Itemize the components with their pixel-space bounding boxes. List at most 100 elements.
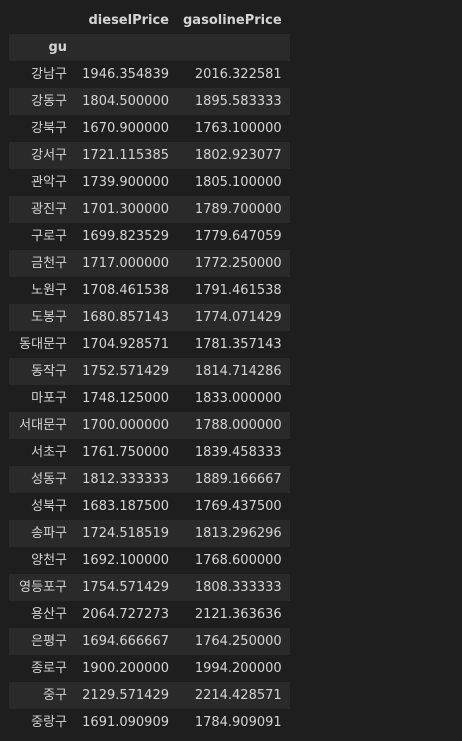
cell-dieselPrice: 1946.354839: [75, 61, 177, 88]
cell-gasolinePrice: 1764.250000: [177, 628, 290, 655]
cell-gasolinePrice: 1779.647059: [177, 223, 290, 250]
cell-gasolinePrice: 1768.600000: [177, 547, 290, 574]
row-index-label: 은평구: [9, 628, 75, 655]
table-row: 강서구 1721.115385 1802.923077: [9, 142, 290, 169]
table-row: 은평구 1694.666667 1764.250000: [9, 628, 290, 655]
cell-gasolinePrice: 1802.923077: [177, 142, 290, 169]
cell-dieselPrice: 1699.823529: [75, 223, 177, 250]
cell-dieselPrice: 1683.187500: [75, 493, 177, 520]
cell-gasolinePrice: 1839.458333: [177, 439, 290, 466]
cell-gasolinePrice: 2214.428571: [177, 682, 290, 709]
cell-gasolinePrice: 1808.333333: [177, 574, 290, 601]
table-row: 동대문구 1704.928571 1781.357143: [9, 331, 290, 358]
cell-dieselPrice: 1704.928571: [75, 331, 177, 358]
table-row: 중구 2129.571429 2214.428571: [9, 682, 290, 709]
row-index-label: 마포구: [9, 385, 75, 412]
row-index-label: 광진구: [9, 196, 75, 223]
cell-gasolinePrice: 2016.322581: [177, 61, 290, 88]
cell-dieselPrice: 1701.300000: [75, 196, 177, 223]
row-index-label: 성북구: [9, 493, 75, 520]
row-index-label: 노원구: [9, 277, 75, 304]
column-header-gasolinePrice: gasolinePrice: [177, 7, 290, 34]
cell-dieselPrice: 1717.000000: [75, 250, 177, 277]
row-index-label: 중랑구: [9, 709, 75, 736]
column-header-row: dieselPrice gasolinePrice: [9, 7, 290, 34]
index-name-blank: [177, 34, 290, 61]
row-index-label: 용산구: [9, 601, 75, 628]
table-row: 광진구 1701.300000 1789.700000: [9, 196, 290, 223]
cell-dieselPrice: 1721.115385: [75, 142, 177, 169]
row-index-label: 서초구: [9, 439, 75, 466]
table-row: 동작구 1752.571429 1814.714286: [9, 358, 290, 385]
cell-dieselPrice: 1900.200000: [75, 655, 177, 682]
cell-dieselPrice: 1680.857143: [75, 304, 177, 331]
cell-dieselPrice: 1761.750000: [75, 439, 177, 466]
row-index-label: 강서구: [9, 142, 75, 169]
table-row: 중랑구 1691.090909 1784.909091: [9, 709, 290, 736]
cell-dieselPrice: 1754.571429: [75, 574, 177, 601]
table-row: 강북구 1670.900000 1763.100000: [9, 115, 290, 142]
cell-dieselPrice: 1748.125000: [75, 385, 177, 412]
row-index-label: 금천구: [9, 250, 75, 277]
row-index-label: 영등포구: [9, 574, 75, 601]
cell-gasolinePrice: 1789.700000: [177, 196, 290, 223]
cell-gasolinePrice: 1814.714286: [177, 358, 290, 385]
row-index-label: 동작구: [9, 358, 75, 385]
table-row: 서초구 1761.750000 1839.458333: [9, 439, 290, 466]
cell-dieselPrice: 1692.100000: [75, 547, 177, 574]
row-index-label: 중구: [9, 682, 75, 709]
column-header-dieselPrice: dieselPrice: [75, 7, 177, 34]
index-name-row: gu: [9, 34, 290, 61]
cell-dieselPrice: 2064.727273: [75, 601, 177, 628]
cell-gasolinePrice: 1805.100000: [177, 169, 290, 196]
cell-gasolinePrice: 1774.071429: [177, 304, 290, 331]
cell-dieselPrice: 1694.666667: [75, 628, 177, 655]
table-row: 강동구 1804.500000 1895.583333: [9, 88, 290, 115]
table-row: 구로구 1699.823529 1779.647059: [9, 223, 290, 250]
cell-gasolinePrice: 1784.909091: [177, 709, 290, 736]
cell-dieselPrice: 1724.518519: [75, 520, 177, 547]
table-row: 강남구 1946.354839 2016.322581: [9, 61, 290, 88]
row-index-label: 구로구: [9, 223, 75, 250]
cell-dieselPrice: 1691.090909: [75, 709, 177, 736]
row-index-label: 강남구: [9, 61, 75, 88]
table-row: 영등포구 1754.571429 1808.333333: [9, 574, 290, 601]
cell-dieselPrice: 1752.571429: [75, 358, 177, 385]
cell-gasolinePrice: 1833.000000: [177, 385, 290, 412]
row-index-label: 송파구: [9, 520, 75, 547]
cell-gasolinePrice: 1895.583333: [177, 88, 290, 115]
cell-gasolinePrice: 1889.166667: [177, 466, 290, 493]
cell-gasolinePrice: 1769.437500: [177, 493, 290, 520]
dataframe-table: dieselPrice gasolinePrice gu 강남구 1946.354…: [9, 7, 290, 736]
row-index-label: 강동구: [9, 88, 75, 115]
table-row: 마포구 1748.125000 1833.000000: [9, 385, 290, 412]
cell-gasolinePrice: 1813.296296: [177, 520, 290, 547]
row-index-label: 도봉구: [9, 304, 75, 331]
row-index-label: 서대문구: [9, 412, 75, 439]
cell-dieselPrice: 1700.000000: [75, 412, 177, 439]
cell-gasolinePrice: 1788.000000: [177, 412, 290, 439]
table-body: 강남구 1946.354839 2016.322581 강동구 1804.500000 1…: [9, 61, 290, 736]
row-index-label: 동대문구: [9, 331, 75, 358]
cell-gasolinePrice: 1772.250000: [177, 250, 290, 277]
row-index-label: 강북구: [9, 115, 75, 142]
table-row: 성북구 1683.187500 1769.437500: [9, 493, 290, 520]
cell-dieselPrice: 1670.900000: [75, 115, 177, 142]
table-row: 도봉구 1680.857143 1774.071429: [9, 304, 290, 331]
row-index-label: 종로구: [9, 655, 75, 682]
table-row: 종로구 1900.200000 1994.200000: [9, 655, 290, 682]
index-name: gu: [9, 34, 75, 61]
table-row: 송파구 1724.518519 1813.296296: [9, 520, 290, 547]
index-name-blank: [75, 34, 177, 61]
cell-dieselPrice: 1812.333333: [75, 466, 177, 493]
cell-dieselPrice: 2129.571429: [75, 682, 177, 709]
row-index-label: 성동구: [9, 466, 75, 493]
table-row: 서대문구 1700.000000 1788.000000: [9, 412, 290, 439]
cell-gasolinePrice: 1791.461538: [177, 277, 290, 304]
cell-gasolinePrice: 1994.200000: [177, 655, 290, 682]
cell-gasolinePrice: 2121.363636: [177, 601, 290, 628]
row-index-label: 관악구: [9, 169, 75, 196]
table-row: 양천구 1692.100000 1768.600000: [9, 547, 290, 574]
cell-dieselPrice: 1739.900000: [75, 169, 177, 196]
table-row: 관악구 1739.900000 1805.100000: [9, 169, 290, 196]
